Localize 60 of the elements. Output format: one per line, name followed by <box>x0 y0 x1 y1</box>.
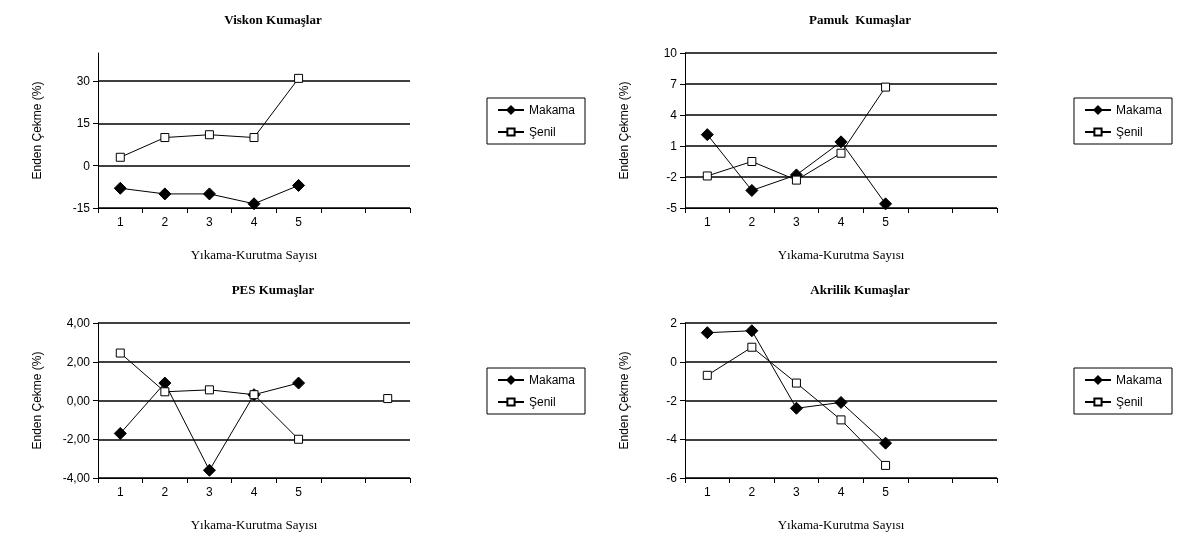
legend-label: Şenil <box>528 125 556 139</box>
y-tick-label: 7 <box>670 77 678 91</box>
x-tick-label: 3 <box>206 485 214 499</box>
x-tick-label: 3 <box>206 215 214 229</box>
legend-label: Şenil <box>1115 125 1143 139</box>
x-tick-label: 2 <box>161 215 169 229</box>
y-tick-label: 1 <box>670 139 678 153</box>
legend-label: Makama <box>1115 373 1163 387</box>
x-tick-label: 5 <box>882 215 890 229</box>
x-tick-label: 2 <box>161 485 169 499</box>
x-tick-label: 3 <box>793 485 801 499</box>
x-tick-label: 4 <box>837 485 845 499</box>
x-tick-label: 5 <box>295 485 303 499</box>
legend-label: Şenil <box>528 395 556 409</box>
y-tick-label: 0,00 <box>66 393 91 408</box>
y-tick-label: -6 <box>666 471 678 485</box>
x-tick-label: 3 <box>793 215 801 229</box>
y-tick-label: 0 <box>670 354 678 369</box>
x-axis-title: Yıkama-Kurutma Sayısı <box>777 247 905 262</box>
x-tick-label: 5 <box>882 485 890 499</box>
chart-title: PES Kumaşlar <box>231 282 315 297</box>
x-axis-title: Yıkama-Kurutma Sayısı <box>190 517 318 532</box>
y-axis-title: Enden Çekme (%) <box>30 351 44 450</box>
x-axis-title: Yıkama-Kurutma Sayısı <box>190 247 318 262</box>
x-tick-label: 1 <box>703 485 711 499</box>
y-tick-label: 4 <box>670 108 678 122</box>
x-tick-label: 2 <box>748 215 756 229</box>
y-tick-label: -2,00 <box>62 432 91 447</box>
x-axis-title: Yıkama-Kurutma Sayısı <box>777 517 905 532</box>
y-tick-label: -4,00 <box>62 471 91 485</box>
legend-label: Makama <box>1115 103 1163 117</box>
y-tick-label: -15 <box>72 201 91 215</box>
chart-title: Pamuk Kumaşlar <box>809 12 912 27</box>
y-tick-label: -4 <box>666 432 678 447</box>
x-tick-label: 5 <box>295 215 303 229</box>
y-tick-label: 0 <box>83 158 91 173</box>
x-tick-label: 4 <box>250 485 258 499</box>
x-tick-label: 2 <box>748 485 756 499</box>
y-tick-label: 15 <box>76 116 91 131</box>
x-tick-label: 1 <box>116 485 124 499</box>
y-tick-label: -2 <box>666 170 678 184</box>
x-tick-label: 4 <box>837 215 845 229</box>
y-tick-label: 30 <box>76 74 91 89</box>
y-tick-label: 2 <box>670 316 678 330</box>
legend-label: Şenil <box>1115 395 1143 409</box>
chart-title: Viskon Kumaşlar <box>224 12 322 27</box>
y-axis-title: Enden Çekme (%) <box>30 81 44 180</box>
x-tick-label: 1 <box>703 215 711 229</box>
y-tick-label: -5 <box>666 201 678 215</box>
x-tick-label: 4 <box>250 215 258 229</box>
y-axis-title: Enden Çekme (%) <box>617 81 631 180</box>
chart-title: Akrilik Kumaşlar <box>810 282 910 297</box>
legend-label: Makama <box>528 103 576 117</box>
y-axis-title: Enden Çekme (%) <box>617 351 631 450</box>
y-tick-label: 2,00 <box>66 354 91 369</box>
x-tick-label: 1 <box>116 215 124 229</box>
y-tick-label: 4,00 <box>66 316 91 330</box>
legend-label: Makama <box>528 373 576 387</box>
y-tick-label: -2 <box>666 393 678 408</box>
y-tick-label: 10 <box>663 46 678 60</box>
